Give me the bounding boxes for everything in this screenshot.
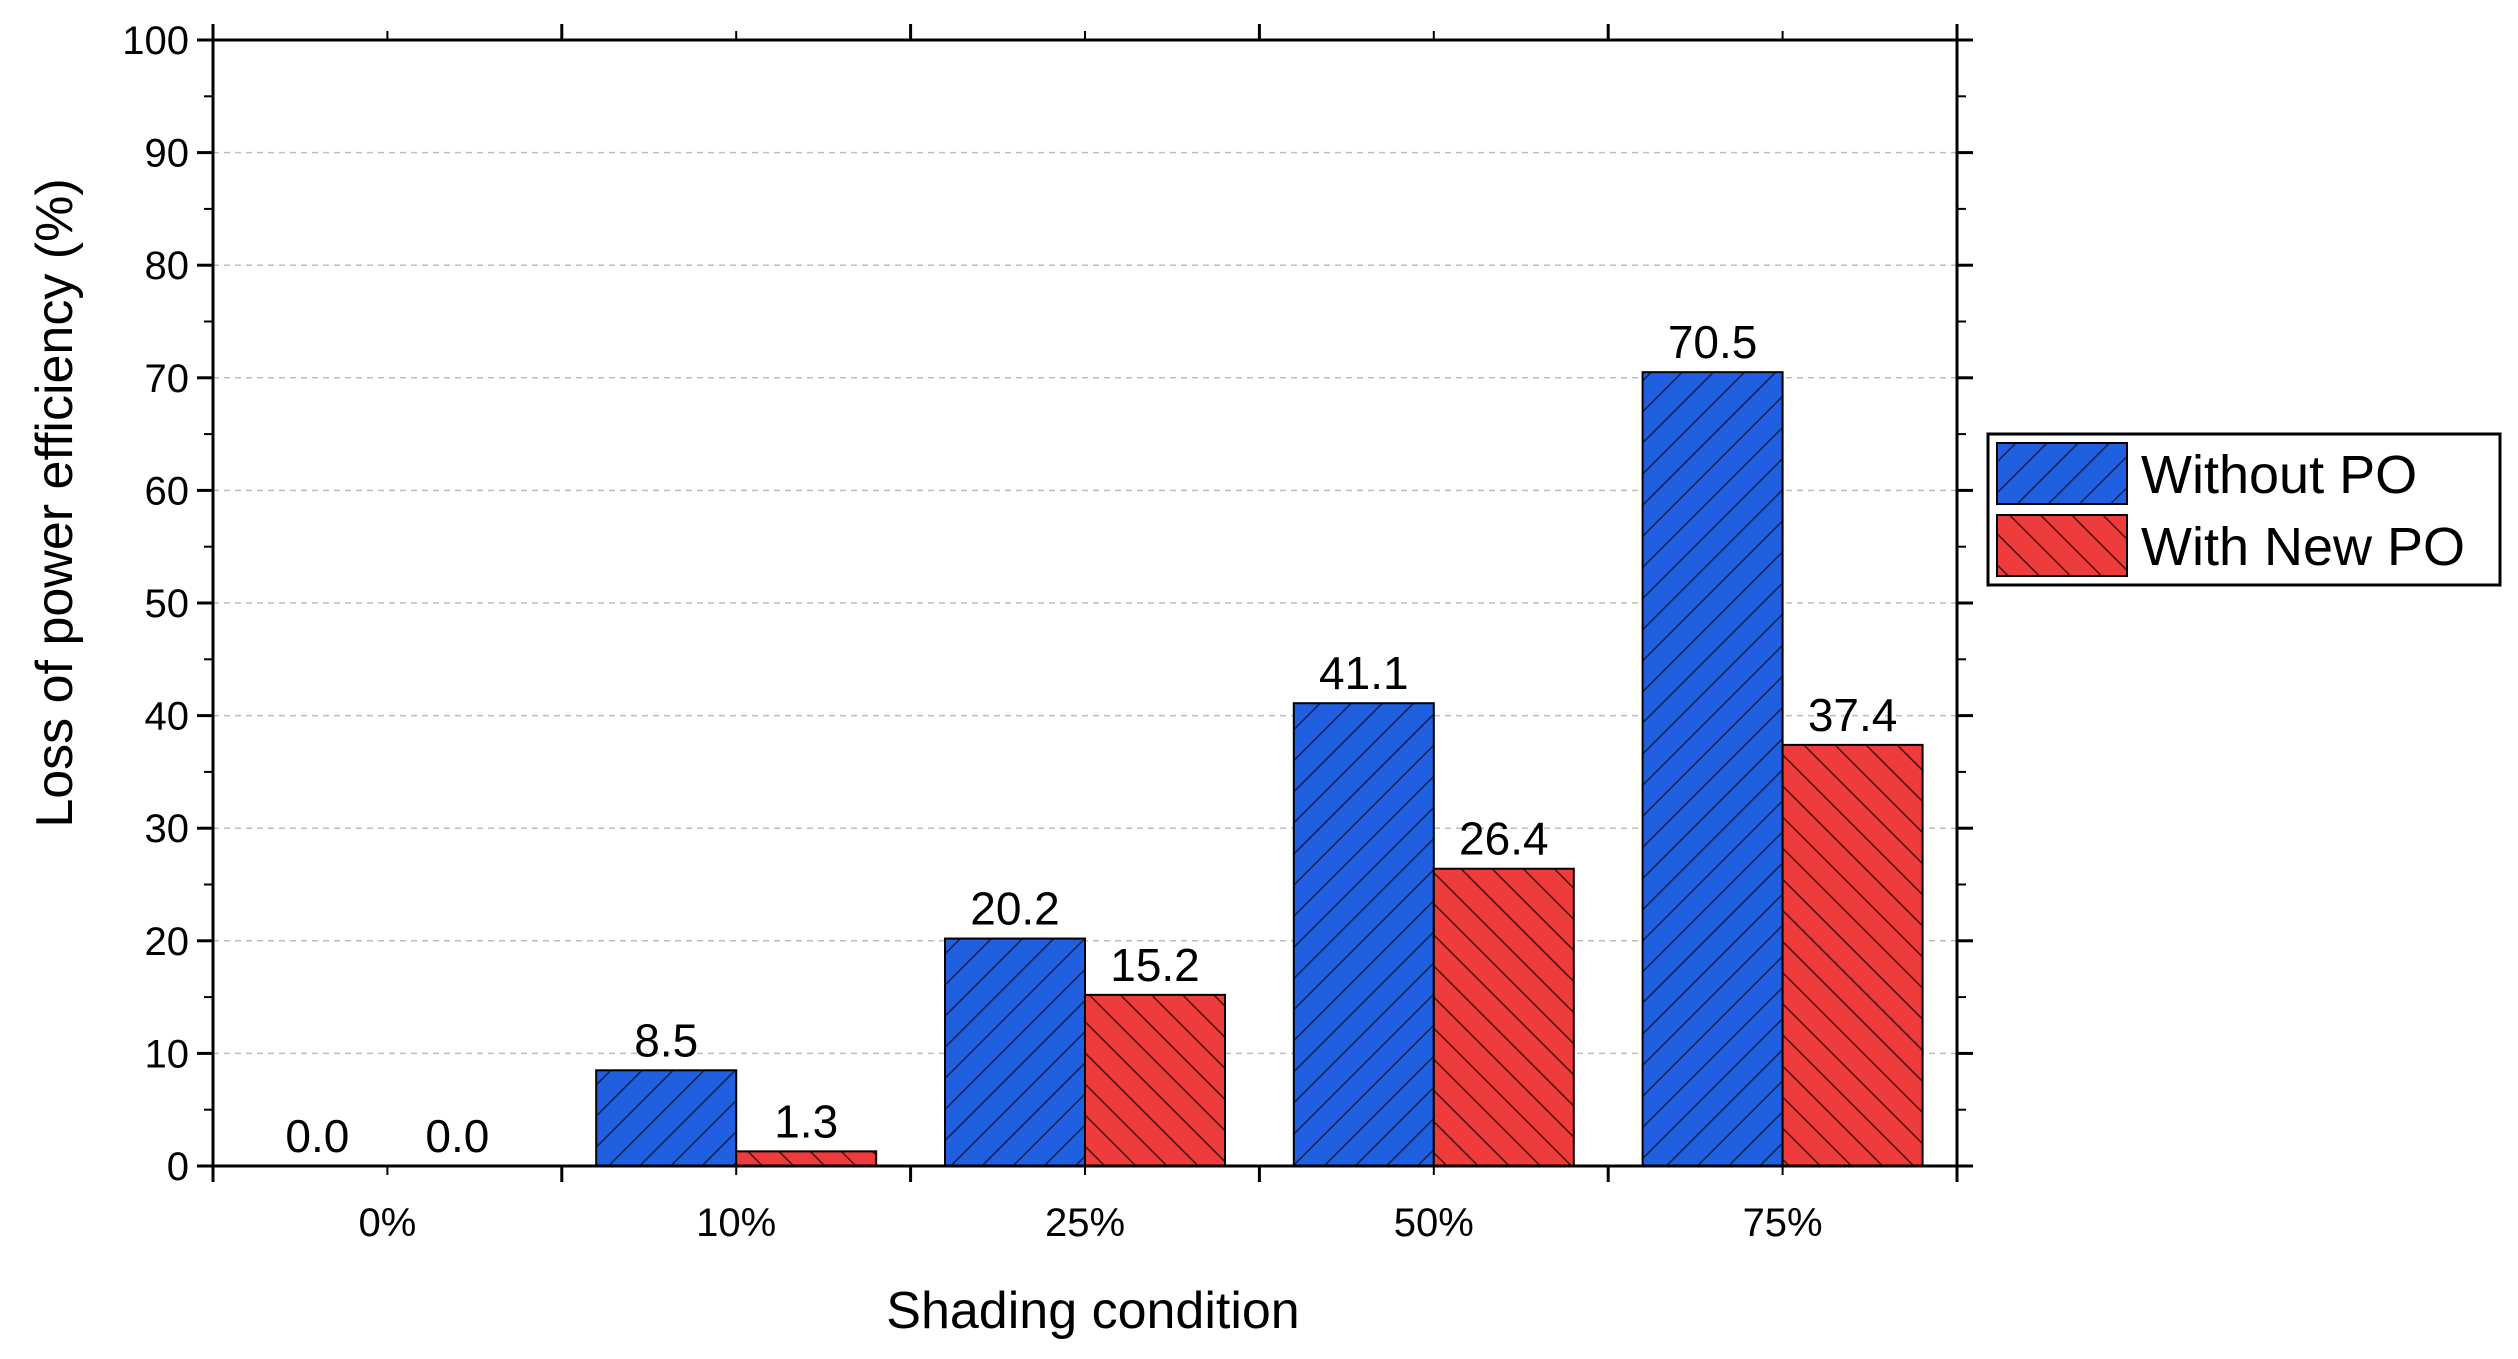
bar-with-new-po-75pct: [1781, 743, 1924, 1167]
x-tick-label-50pct: 50%: [1394, 1201, 1474, 1245]
value-label-without-po-25pct: 20.2: [970, 883, 1060, 935]
y-tick-label-100: 100: [122, 19, 189, 63]
y-tick-label-90: 90: [145, 132, 190, 176]
bar-with-new-po-25pct: [1084, 993, 1226, 1168]
x-axis-title: Shading condition: [886, 1282, 1299, 1340]
value-labels: 0.0 0.0 8.5 1.3 20.2 15.2 41.1 26.4 70.5 37.4: [285, 316, 1897, 1162]
y-tick-label-0: 0: [167, 1145, 189, 1189]
axis-ticks: 0 10 20 30 40 50 60 70 80 90 100 0% 10% 25% 50% 75%: [122, 19, 1973, 1245]
bar-without-po-75pct: [1641, 371, 1784, 1168]
x-tick-label-0pct: 0%: [358, 1201, 416, 1245]
x-tick-label-10pct: 10%: [696, 1201, 776, 1245]
legend-label-without-po: Without PO: [2141, 445, 2417, 505]
bar-with-new-po-50pct: [1432, 867, 1575, 1168]
y-tick-label-70: 70: [145, 357, 190, 401]
legend-swatch-without-po: [1996, 442, 2128, 505]
value-label-without-po-75pct: 70.5: [1668, 316, 1758, 368]
grid-lines: [213, 151, 1957, 1055]
y-tick-label-80: 80: [145, 244, 190, 288]
bar-without-po-25pct: [944, 937, 1086, 1167]
value-label-without-po-50pct: 41.1: [1319, 647, 1409, 699]
legend-label-with-new-po: With New PO: [2141, 517, 2465, 577]
y-tick-label-10: 10: [145, 1032, 190, 1076]
y-axis-title: Loss of power efficiency (%): [26, 178, 84, 827]
y-tick-label-60: 60: [145, 469, 190, 513]
value-label-with-new-po-0pct: 0.0: [425, 1110, 489, 1162]
bar-with-new-po-10pct: [735, 1150, 878, 1168]
legend-swatch-with-new-po: [1996, 514, 2128, 577]
value-label-without-po-10pct: 8.5: [634, 1014, 698, 1066]
bars: [595, 371, 1924, 1168]
y-tick-label-50: 50: [145, 582, 190, 626]
value-label-with-new-po-50pct: 26.4: [1459, 813, 1549, 865]
value-label-with-new-po-75pct: 37.4: [1808, 689, 1898, 741]
value-label-with-new-po-10pct: 1.3: [774, 1095, 838, 1147]
value-label-with-new-po-25pct: 15.2: [1110, 939, 1200, 991]
y-tick-label-30: 30: [145, 807, 190, 851]
x-tick-label-25pct: 25%: [1045, 1201, 1125, 1245]
legend: Without PO With New PO: [1986, 432, 2502, 587]
y-tick-label-40: 40: [145, 695, 190, 739]
bar-without-po-10pct: [595, 1069, 738, 1168]
value-label-without-po-0pct: 0.0: [285, 1110, 349, 1162]
x-tick-label-75pct: 75%: [1743, 1201, 1823, 1245]
y-tick-label-20: 20: [145, 920, 190, 964]
bar-without-po-50pct: [1292, 702, 1435, 1167]
